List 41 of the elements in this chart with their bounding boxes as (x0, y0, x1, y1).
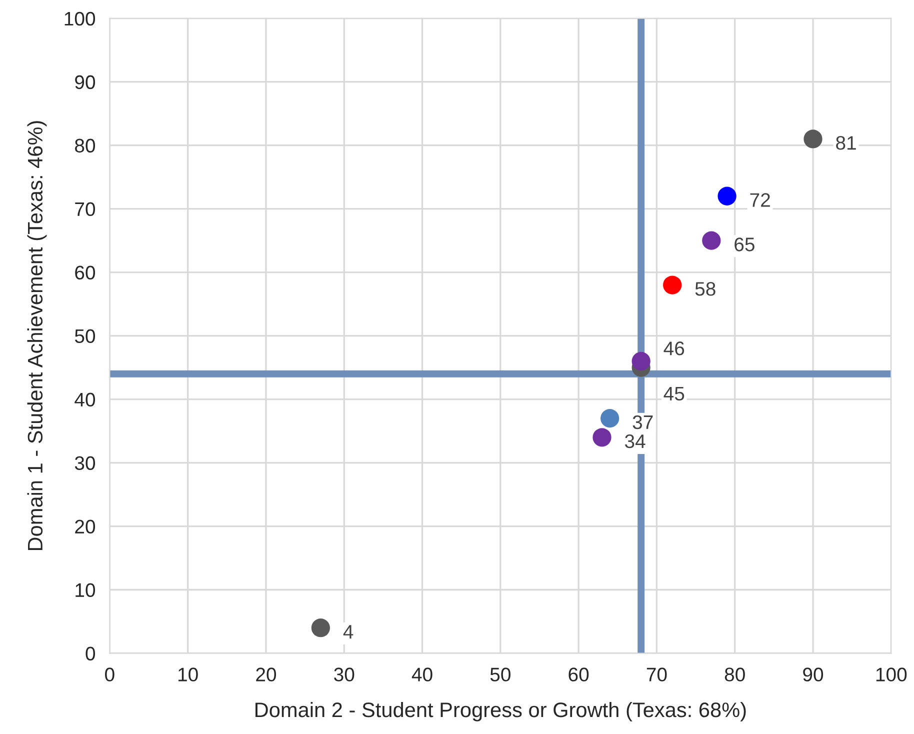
point (600, 409, 620, 428)
y-tick-label: 20 (75, 520, 96, 534)
x-tick-label: 50 (490, 668, 510, 682)
y-axis-title: Domain 1 - Student Achievement (Texas: 46%) (27, 121, 47, 550)
point (718, 186, 736, 206)
data-label: 65 (734, 238, 754, 252)
point (804, 130, 822, 148)
x-tick-label: 70 (646, 668, 667, 682)
point (311, 618, 330, 638)
y-tick-label: 30 (74, 456, 96, 470)
x-tick-label: 0 (105, 668, 114, 682)
point (663, 276, 682, 294)
data-label: 45 (664, 386, 684, 401)
y-tick-label: 60 (75, 266, 96, 280)
data-label: 58 (695, 282, 716, 296)
y-tick-label: 50 (74, 329, 96, 344)
data-label: 46 (664, 342, 684, 356)
point (592, 428, 612, 447)
y-tick-label: 80 (75, 138, 96, 153)
x-tick-label: 10 (178, 668, 198, 682)
x-tick-label: 90 (803, 668, 824, 682)
y-tick-label: 70 (75, 202, 96, 216)
y-tick-label: 40 (74, 392, 96, 407)
data-label: 81 (836, 136, 856, 150)
x-tick-label: 100 (876, 668, 907, 682)
x-axis-title: Domain 2 - Student Progress or Growth (Texas: 68%) (256, 702, 746, 722)
y-tick-label: 0 (86, 646, 96, 660)
x-tick-label: 80 (724, 668, 745, 682)
x-tick-label: 40 (412, 668, 432, 682)
x-tick-label: 20 (256, 668, 276, 682)
data-label: 37 (632, 415, 653, 430)
point (632, 352, 650, 371)
x-tick-label: 30 (334, 668, 354, 682)
y-tick-label: 10 (76, 583, 96, 598)
y-tick-label: 100 (64, 12, 96, 26)
x-tick-label: 60 (568, 668, 589, 682)
y-tick-label: 90 (75, 75, 96, 90)
point (702, 231, 721, 250)
data-label: 34 (624, 434, 646, 448)
data-label: 72 (750, 193, 770, 207)
data-label: 4 (343, 625, 354, 638)
